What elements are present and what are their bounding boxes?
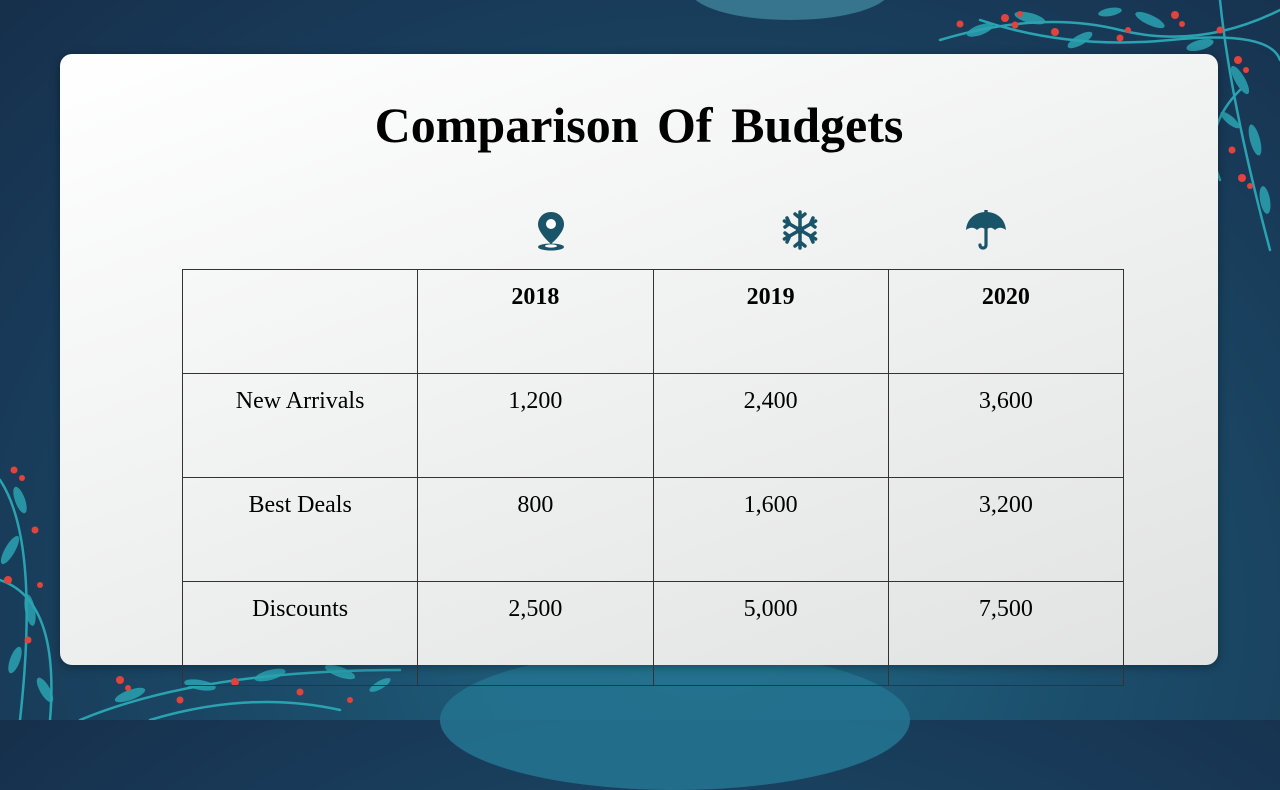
decorative-blob-top [690,0,890,20]
location-pin-icon [529,208,573,252]
table-header-cell: 2018 [417,269,654,374]
table-header-cell [181,269,419,374]
row-label-cell: Best Deals [181,477,419,582]
table-cell: 1,200 [417,373,654,478]
table-cell: 1,600 [652,477,889,582]
row-label-cell: New Arrivals [181,373,419,478]
table-header-cell: 2019 [652,269,889,374]
slide-title: Comparison Of Budgets [374,97,904,153]
table-cell: 7,500 [887,581,1125,686]
table-cell: 2,500 [417,581,654,686]
table-row: New Arrivals 1,200 2,400 3,600 [181,373,1125,478]
umbrella-icon [964,208,1008,252]
budget-table: 2018 2019 2020 New Arrivals 1,200 2,400 … [181,269,1125,686]
table-cell: 800 [417,477,654,582]
table-cell: 3,200 [887,477,1125,582]
row-label-cell: Discounts [181,581,419,686]
table-header-cell: 2020 [887,269,1125,374]
snowflake-icon [778,208,822,252]
foliage-top-right-decoration [938,0,1280,252]
table-cell: 2,400 [652,373,889,478]
content-card: Comparison Of Budgets [60,54,1218,686]
table-header-row: 2018 2019 2020 [181,269,1125,374]
table-row: Best Deals 800 1,600 3,200 [181,477,1125,582]
table-row: Discounts 2,500 5,000 7,500 [181,581,1125,686]
table-cell: 5,000 [652,581,889,686]
table-cell: 3,600 [887,373,1125,478]
